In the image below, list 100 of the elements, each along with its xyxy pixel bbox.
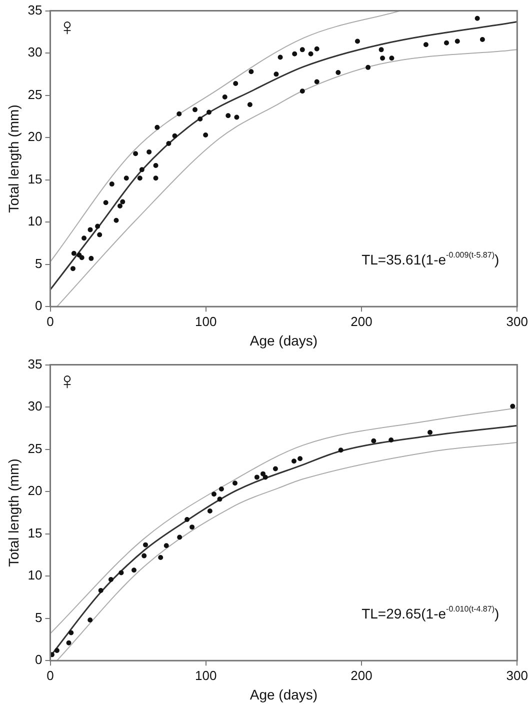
- point: [291, 458, 296, 464]
- point: [211, 492, 216, 497]
- point: [354, 38, 360, 44]
- point: [97, 232, 102, 238]
- point: [203, 132, 208, 138]
- point: [164, 543, 169, 548]
- point: [154, 124, 160, 130]
- point: [233, 80, 238, 86]
- y-tick-label: 15: [28, 525, 42, 540]
- point: [207, 508, 212, 514]
- y-tick-label: 30: [28, 398, 42, 414]
- y-tick-label: 15: [28, 171, 42, 186]
- line-series: [50, 407, 518, 634]
- point: [444, 40, 449, 46]
- point: [190, 524, 195, 530]
- y-tick-label: 25: [28, 86, 42, 102]
- point: [366, 64, 371, 70]
- line-series: [50, 21, 518, 290]
- point: [300, 47, 305, 52]
- point: [70, 266, 76, 272]
- point: [98, 588, 104, 593]
- y-tick-label: 0: [35, 298, 42, 314]
- point: [336, 70, 341, 75]
- x-tick-label: 0: [46, 314, 54, 329]
- point: [428, 430, 432, 435]
- x-tick-label: 300: [506, 314, 528, 329]
- y-tick-label: 10: [28, 214, 42, 229]
- point: [166, 140, 172, 146]
- point: [300, 88, 305, 94]
- point: [378, 47, 384, 52]
- y-tick-label: 25: [28, 440, 42, 456]
- point: [247, 102, 252, 108]
- point: [260, 471, 266, 476]
- x-tick-label: 0: [46, 668, 54, 683]
- point: [131, 568, 136, 573]
- point: [172, 133, 178, 138]
- point: [54, 648, 60, 653]
- point: [510, 404, 516, 409]
- point: [480, 37, 485, 42]
- point: [176, 111, 182, 116]
- point: [262, 474, 268, 480]
- point: [82, 236, 87, 241]
- y-tick-label: 35: [28, 356, 42, 372]
- point: [139, 167, 144, 172]
- point: [120, 199, 126, 204]
- point: [114, 218, 119, 223]
- point: [380, 56, 386, 61]
- point: [177, 534, 182, 540]
- point: [292, 51, 298, 56]
- point: [454, 38, 460, 44]
- y-axis-title: Total length (mm): [5, 104, 22, 213]
- point: [153, 176, 158, 181]
- point: [117, 204, 122, 209]
- point: [314, 46, 320, 52]
- point: [278, 54, 283, 60]
- point: [272, 466, 278, 472]
- point: [71, 250, 76, 256]
- point: [371, 438, 376, 444]
- point: [474, 16, 480, 21]
- point: [217, 496, 222, 502]
- point: [118, 570, 124, 576]
- y-tick-label: 20: [28, 129, 42, 144]
- point: [298, 456, 303, 462]
- point: [108, 576, 114, 582]
- point: [198, 116, 203, 122]
- point: [68, 630, 74, 636]
- point: [206, 110, 212, 115]
- point: [103, 200, 108, 206]
- y-tick-label: 0: [35, 652, 42, 668]
- point: [146, 149, 152, 154]
- y-tick-label: 20: [28, 483, 42, 498]
- y-tick-label: 5: [35, 610, 42, 625]
- point: [226, 113, 231, 118]
- point: [388, 438, 394, 443]
- point: [88, 227, 93, 232]
- point: [133, 151, 138, 156]
- point: [79, 255, 84, 260]
- point: [248, 69, 254, 74]
- y-axis-title: Total length (mm): [5, 458, 22, 567]
- line-series: [56, 49, 518, 307]
- point: [274, 72, 279, 77]
- point: [142, 553, 147, 558]
- point: [222, 94, 228, 100]
- x-tick-label: 200: [350, 314, 372, 329]
- point: [88, 256, 94, 261]
- point: [218, 486, 224, 492]
- point: [124, 176, 129, 181]
- point: [232, 480, 238, 486]
- point: [389, 56, 394, 61]
- point: [423, 42, 428, 48]
- x-tick-label: 100: [195, 314, 217, 329]
- point: [143, 542, 148, 548]
- point: [314, 79, 320, 84]
- x-tick-label: 200: [350, 668, 372, 683]
- x-tick-label: 100: [195, 668, 217, 683]
- annotation: ♀: [58, 14, 76, 41]
- y-tick-label: 35: [28, 2, 42, 18]
- point: [254, 474, 260, 480]
- x-axis-title: Age (days): [250, 332, 318, 348]
- point: [109, 182, 114, 187]
